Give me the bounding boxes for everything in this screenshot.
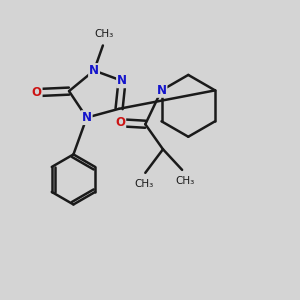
Text: CH₃: CH₃ — [176, 176, 195, 186]
Text: N: N — [89, 64, 99, 77]
Text: N: N — [82, 111, 92, 124]
Text: O: O — [32, 86, 42, 99]
Text: N: N — [157, 84, 166, 97]
Text: CH₃: CH₃ — [134, 179, 154, 189]
Text: O: O — [115, 116, 125, 129]
Text: N: N — [117, 74, 127, 87]
Text: CH₃: CH₃ — [95, 29, 114, 39]
